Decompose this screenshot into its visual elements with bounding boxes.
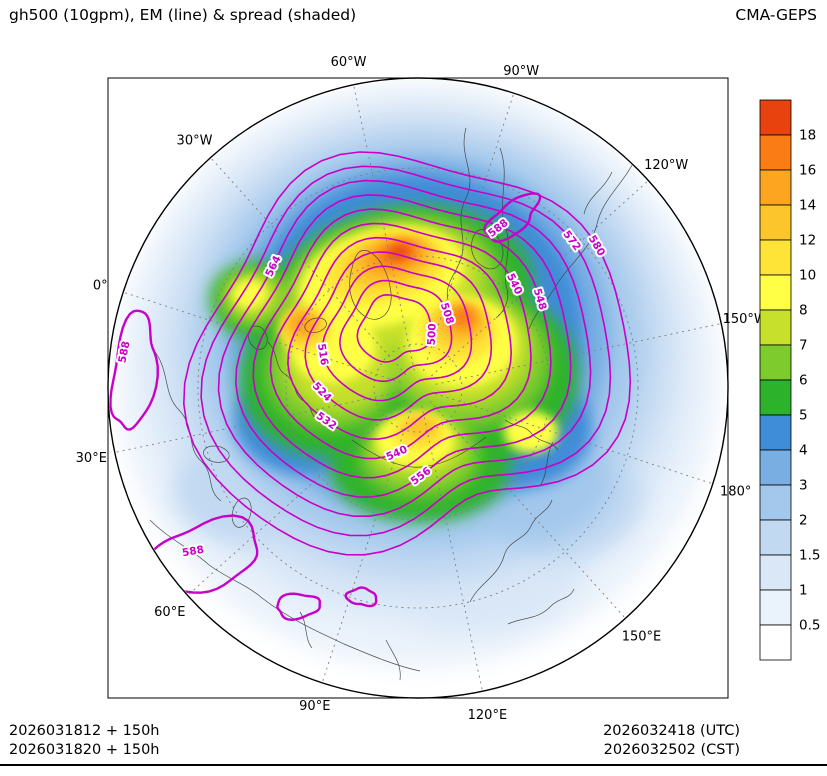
colorbar-cell bbox=[759, 519, 792, 556]
map-boundary bbox=[107, 77, 729, 699]
colorbar-tick-label: 1 bbox=[799, 583, 808, 599]
model-name: CMA-GEPS bbox=[735, 6, 817, 24]
lon-label: 0° bbox=[93, 278, 108, 293]
colorbar-tick-label: 18 bbox=[799, 128, 816, 144]
colorbar-tick-label: 12 bbox=[799, 233, 816, 249]
colorbar-cell bbox=[759, 379, 792, 416]
lon-label: 150°E bbox=[622, 630, 662, 645]
colorbar-tick-label: 0.5 bbox=[799, 618, 820, 634]
colorbar-tick-label: 2 bbox=[799, 513, 808, 529]
colorbar: 18 16 14 12 10 8 7 6 5 4 3 2 1.5 1 0.5 bbox=[759, 99, 820, 661]
lon-label: 30°E bbox=[76, 451, 107, 466]
coastlines bbox=[149, 127, 637, 681]
colorbar-tick-label: 8 bbox=[799, 303, 808, 319]
contour-548 bbox=[252, 208, 552, 479]
contour-532 bbox=[287, 236, 513, 440]
colorbar-cell bbox=[759, 274, 792, 311]
init-time-line2: 2026031820 + 150h bbox=[9, 742, 160, 758]
contour-524 bbox=[304, 251, 493, 421]
lon-label: 120°E bbox=[468, 708, 508, 723]
colorbar-tick-label: 4 bbox=[799, 443, 808, 459]
valid-time-utc: 2026032418 (UTC) bbox=[603, 723, 740, 739]
contour-540 bbox=[269, 222, 532, 460]
lon-label: 60°E bbox=[154, 605, 185, 620]
colorbar-tick-label: 7 bbox=[799, 338, 808, 354]
colorbar-cell bbox=[759, 449, 792, 486]
colorbar-cell bbox=[759, 169, 792, 206]
colorbar-tick-label: 6 bbox=[799, 373, 808, 389]
colorbar-cell bbox=[759, 344, 792, 381]
init-time-line1: 2026031812 + 150h bbox=[9, 723, 160, 739]
lon-label: 90°E bbox=[299, 699, 330, 714]
height-contours bbox=[182, 151, 632, 556]
contour-500 bbox=[356, 293, 433, 363]
bottom-rule bbox=[0, 764, 827, 766]
colorbar-cell bbox=[759, 134, 792, 171]
colorbar-cell bbox=[759, 484, 792, 521]
contour-508 bbox=[339, 279, 453, 383]
lon-labels: 0° 30°W 60°W 90°W 120°W 150°W 180° 150°E 120°E 90… bbox=[76, 55, 767, 723]
contour-516 bbox=[321, 265, 473, 402]
colorbar-tick-label: 5 bbox=[799, 408, 808, 424]
contour-564 bbox=[217, 179, 592, 517]
lon-label: 30°W bbox=[177, 133, 213, 148]
colorbar-cell bbox=[759, 554, 792, 591]
colorbar-tick-label: 16 bbox=[799, 163, 816, 179]
colorbar-cell bbox=[759, 624, 792, 661]
contour-572 bbox=[200, 165, 612, 537]
colorbar-cell bbox=[759, 99, 792, 136]
colorbar-cell bbox=[759, 204, 792, 241]
colorbar-cell bbox=[759, 309, 792, 346]
chart-title: gh500 (10gpm), EM (line) & spread (shade… bbox=[9, 6, 357, 24]
colorbar-cell bbox=[759, 239, 792, 276]
lon-label: 180° bbox=[720, 485, 751, 500]
contour-580 bbox=[182, 151, 632, 556]
colorbar-tick-label: 10 bbox=[799, 268, 816, 284]
contour-label: 516 bbox=[315, 343, 330, 367]
lon-label: 60°W bbox=[331, 55, 367, 70]
valid-time-cst: 2026032502 (CST) bbox=[603, 742, 740, 758]
contour-556 bbox=[234, 194, 572, 498]
lon-label: 120°W bbox=[644, 158, 688, 173]
lon-label: 90°W bbox=[503, 64, 539, 79]
colorbar-tick-label: 3 bbox=[799, 478, 808, 494]
colorbar-cell bbox=[759, 414, 792, 451]
contour-label: 500 bbox=[426, 323, 439, 346]
lon-label: 150°W bbox=[723, 312, 767, 327]
colorbar-cell bbox=[759, 589, 792, 626]
colorbar-tick-label: 14 bbox=[799, 198, 816, 214]
colorbar-tick-label: 1.5 bbox=[799, 548, 820, 564]
